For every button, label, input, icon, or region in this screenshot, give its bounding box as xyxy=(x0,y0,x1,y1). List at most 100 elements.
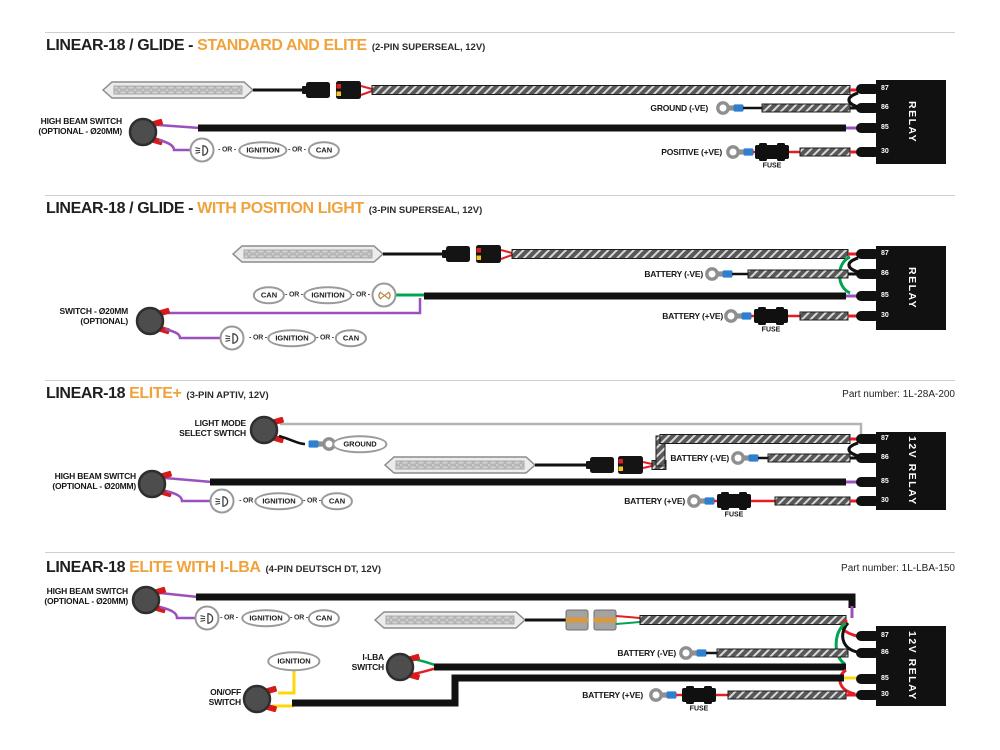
battery-pos-label: BATTERY (+VE) xyxy=(582,690,643,700)
connector-wires xyxy=(500,249,513,260)
aptiv-connector-female xyxy=(618,456,643,474)
ignition-oval: IGNITION xyxy=(241,609,291,627)
or-text: - OR - xyxy=(218,146,236,154)
relay-label: 12V RELAY xyxy=(906,436,918,506)
divider xyxy=(45,380,955,381)
or-text: - OR - xyxy=(220,614,238,622)
relay-pin-30: 30 xyxy=(881,148,889,155)
high-beam-switch xyxy=(128,117,165,147)
ring-terminal-mode-ground xyxy=(306,437,336,451)
switch-signal-wire xyxy=(159,605,196,620)
ignition-oval: IGNITION xyxy=(254,492,304,510)
can-oval: CAN xyxy=(334,329,368,347)
deutsch-dt-connector-male xyxy=(565,609,589,631)
battery-neg-braid xyxy=(716,648,849,658)
switch-purple-wire xyxy=(164,476,213,484)
ilba-green-arc xyxy=(834,621,847,666)
switch-signal-wire xyxy=(164,327,221,340)
ground-braid xyxy=(761,103,851,113)
low-beam-icon xyxy=(219,325,245,351)
section4-graphics xyxy=(131,585,946,714)
connector-wire-green xyxy=(615,621,641,625)
title-prefix: LINEAR-18 xyxy=(46,385,130,402)
fuse-holder xyxy=(717,492,751,510)
can-oval: CAN xyxy=(307,141,341,159)
relay-pin-30: 30 xyxy=(881,691,889,698)
led-light-bar xyxy=(102,81,254,99)
fuse-holder xyxy=(682,686,716,704)
relay-3 xyxy=(856,432,946,510)
superseal-connector-female xyxy=(336,81,361,99)
relay-pin-85: 85 xyxy=(881,292,889,299)
low-beam-icon xyxy=(189,137,215,163)
ring-terminal-battery-pos xyxy=(687,494,717,508)
title-highlight: ELITE+ xyxy=(129,385,182,402)
superseal-connector-female xyxy=(476,245,501,263)
superseal-connector-male xyxy=(442,246,470,262)
low-beam-icon xyxy=(209,488,235,514)
or-text: - OR - xyxy=(316,334,334,342)
position-light-icon xyxy=(371,282,397,308)
light-mode-select-label: LIGHT MODE SELECT SWTICH xyxy=(179,418,246,439)
title-prefix: LINEAR-18 / GLIDE - xyxy=(46,200,198,217)
or-text: - OR - xyxy=(239,497,257,505)
deutsch-dt-connector-female xyxy=(593,609,617,631)
braided-loom xyxy=(371,85,851,95)
battery-neg-label: BATTERY (-VE) xyxy=(670,453,729,463)
switch-purple-wire xyxy=(157,123,201,130)
relay-pin-86: 86 xyxy=(881,104,889,111)
section2-graphics xyxy=(135,245,946,340)
relay-pin-87: 87 xyxy=(881,632,889,639)
fuse-holder xyxy=(754,307,788,325)
title-highlight: ELITE WITH I-LBA xyxy=(129,559,261,576)
fuse-label: FUSE xyxy=(724,511,744,519)
connector-wires xyxy=(360,85,373,96)
relay-1 xyxy=(856,80,946,164)
can-oval: CAN xyxy=(307,609,341,627)
superseal-connector-male xyxy=(302,82,330,98)
or-text: - OR - xyxy=(288,146,306,154)
ring-terminal-battery-neg xyxy=(705,267,735,281)
relay-label: 12V RELAY xyxy=(906,631,918,701)
high-beam-loom xyxy=(196,593,856,608)
switch-purple-wire xyxy=(164,298,422,315)
section1-title: LINEAR-18 / GLIDE - STANDARD AND ELITE (2… xyxy=(46,37,485,55)
relay-pin-86: 86 xyxy=(881,454,889,461)
relay-pin-86: 86 xyxy=(881,270,889,277)
part-number: Part number: 1L-28A-200 xyxy=(842,389,955,400)
relay-label: RELAY xyxy=(906,266,918,310)
light-mode-select-switch xyxy=(249,415,286,445)
ring-terminal-battery-pos xyxy=(649,688,679,702)
relay-pin-85: 85 xyxy=(881,675,889,682)
or-text: - OR - xyxy=(249,334,267,342)
or-text: - OR - xyxy=(352,291,370,299)
battery-neg-braid xyxy=(747,269,849,279)
divider xyxy=(45,195,955,196)
or-text: - OR - xyxy=(290,614,308,622)
relay-2 xyxy=(856,246,946,330)
ignition-oval: IGNITION xyxy=(267,651,321,671)
ilba-switch xyxy=(385,652,422,682)
or-text: - OR - xyxy=(303,497,321,505)
positive-braid xyxy=(799,147,851,157)
jumper-87-86 xyxy=(847,256,859,274)
ground-label: GROUND (-VE) xyxy=(650,103,708,113)
braided-loom xyxy=(639,615,847,625)
title-suffix: (3-PIN SUPERSEAL, 12V) xyxy=(368,205,483,216)
switch-signal-wire xyxy=(158,138,190,152)
led-light-bar xyxy=(384,456,536,474)
title-suffix: (4-PIN DEUTSCH DT, 12V) xyxy=(265,564,382,575)
ignition-oval: IGNITION xyxy=(238,141,288,159)
relay-pin-85: 85 xyxy=(881,124,889,131)
relay-pin-87: 87 xyxy=(881,435,889,442)
section4-title: LINEAR-18 ELITE WITH I-LBA (4-PIN DEUTSCH… xyxy=(46,559,381,577)
jumper-87-86 xyxy=(847,441,859,458)
high-beam-switch-label: HIGH BEAM SWITCH (OPTIONAL - Ø20MM) xyxy=(44,586,128,607)
battery-neg-label: BATTERY (-VE) xyxy=(644,269,703,279)
relay-label: RELAY xyxy=(906,100,918,144)
ground-oval: GROUND xyxy=(332,435,388,453)
relay-4 xyxy=(856,626,946,706)
relay-pin-86: 86 xyxy=(881,649,889,656)
title-suffix: (3-PIN APTIV, 12V) xyxy=(186,390,269,401)
